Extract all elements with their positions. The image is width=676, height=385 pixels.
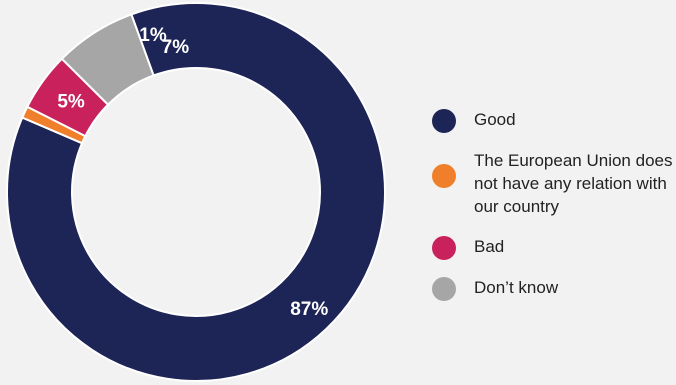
- label-dont-know: 7%: [162, 37, 190, 58]
- legend-item-bad: Bad: [430, 235, 674, 260]
- legend-swatch-bad: [432, 236, 456, 260]
- slice-dont-know: [60, 13, 155, 107]
- legend-label-good: Good: [474, 110, 516, 129]
- legend-item-good: Good: [430, 108, 674, 133]
- label-no-relation: 1%: [139, 25, 167, 46]
- legend-label-bad: Bad: [474, 237, 505, 256]
- label-bad: 5%: [57, 91, 85, 112]
- chart-legend: Good The European Union does not have an…: [430, 108, 674, 317]
- legend-swatch-no-relation: [432, 164, 456, 188]
- label-good: 87%: [290, 299, 328, 320]
- legend-label-dont-know: Don’t know: [474, 278, 559, 297]
- legend-swatch-dont-know: [432, 277, 456, 301]
- legend-item-no-relation: The European Union does not have any rel…: [430, 149, 674, 218]
- slice-good: [6, 2, 386, 382]
- legend-label-no-relation: The European Union does not have any rel…: [474, 151, 673, 216]
- legend-swatch-good: [432, 109, 456, 133]
- legend-item-dont-know: Don’t know: [430, 276, 674, 301]
